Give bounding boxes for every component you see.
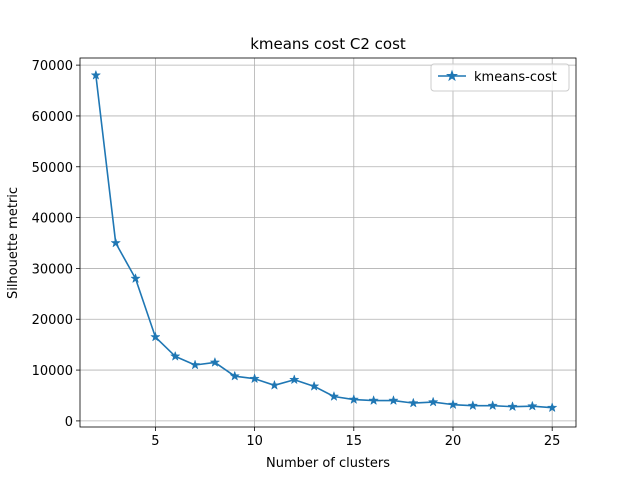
legend-marker-star — [445, 69, 459, 82]
data-point — [368, 395, 379, 406]
y-tick-label: 50000 — [32, 161, 73, 176]
data-point — [328, 390, 340, 402]
data-point — [447, 399, 459, 410]
data-point — [249, 373, 260, 384]
data-point — [189, 359, 201, 370]
x-tick-label: 15 — [346, 434, 363, 449]
data-point — [90, 69, 102, 80]
data-point — [308, 380, 320, 391]
x-tick-label: 25 — [544, 434, 561, 449]
data-point — [408, 397, 419, 408]
y-tick-label: 10000 — [32, 364, 73, 379]
data-point — [527, 400, 538, 411]
legend-label-kmeans-cost: kmeans-cost — [474, 70, 557, 85]
x-axis-label: Number of clusters — [266, 456, 390, 471]
data-point — [546, 402, 558, 413]
y-tick-label: 60000 — [32, 110, 73, 125]
y-tick-label: 70000 — [32, 59, 73, 74]
data-point — [348, 393, 360, 405]
data-point — [209, 356, 221, 367]
y-tick-label: 20000 — [32, 313, 73, 328]
y-tick-label: 40000 — [32, 212, 73, 227]
x-tick-label: 5 — [151, 434, 159, 449]
data-point — [169, 350, 181, 361]
data-point — [467, 400, 479, 411]
data-point — [487, 400, 498, 411]
axes: 5 10 15 20 25 0 10000 20000 30000 40000 50000 60000… — [32, 57, 577, 449]
data-point — [427, 396, 439, 407]
data-point — [110, 237, 122, 248]
data-point — [150, 331, 161, 342]
data-point — [229, 370, 241, 381]
legend: kmeans-cost — [430, 63, 570, 92]
data-point — [288, 374, 300, 385]
legend-box — [430, 63, 570, 92]
data-point — [130, 273, 141, 284]
plot-frame — [79, 57, 577, 428]
series-line-kmeans-cost — [95, 75, 553, 409]
x-tick-label: 20 — [445, 434, 462, 449]
series-layer — [90, 69, 558, 413]
y-tick-label: 30000 — [32, 262, 73, 277]
y-tick-label: 0 — [65, 415, 73, 430]
data-point — [269, 379, 280, 390]
x-tick-label: 10 — [246, 434, 263, 449]
data-point — [507, 401, 518, 412]
y-axis-label: Silhouette metric — [6, 187, 21, 299]
chart-title: kmeans cost C2 cost — [250, 35, 406, 53]
grid — [80, 58, 576, 427]
data-point — [388, 395, 399, 406]
